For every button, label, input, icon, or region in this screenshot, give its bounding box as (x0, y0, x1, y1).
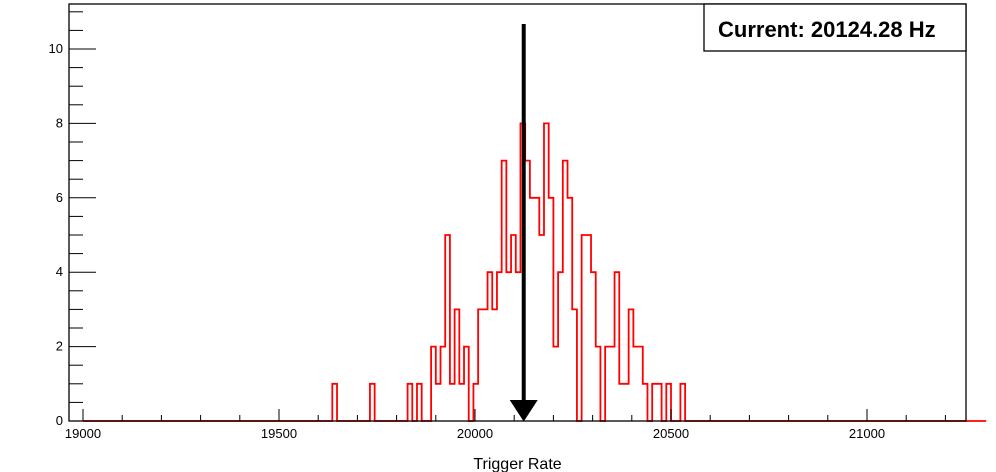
svg-text:8: 8 (56, 115, 63, 130)
svg-text:20500: 20500 (653, 426, 689, 441)
svg-text:21000: 21000 (849, 426, 885, 441)
svg-text:19000: 19000 (65, 426, 101, 441)
svg-text:0: 0 (56, 413, 63, 428)
svg-text:4: 4 (56, 264, 63, 279)
svg-text:19500: 19500 (261, 426, 297, 441)
svg-text:Current: 20124.28 Hz: Current: 20124.28 Hz (718, 17, 936, 42)
svg-text:2: 2 (56, 339, 63, 354)
svg-text:10: 10 (49, 41, 63, 56)
svg-text:Trigger Rate: Trigger Rate (473, 456, 561, 472)
svg-text:20000: 20000 (457, 426, 493, 441)
svg-text:6: 6 (56, 190, 63, 205)
